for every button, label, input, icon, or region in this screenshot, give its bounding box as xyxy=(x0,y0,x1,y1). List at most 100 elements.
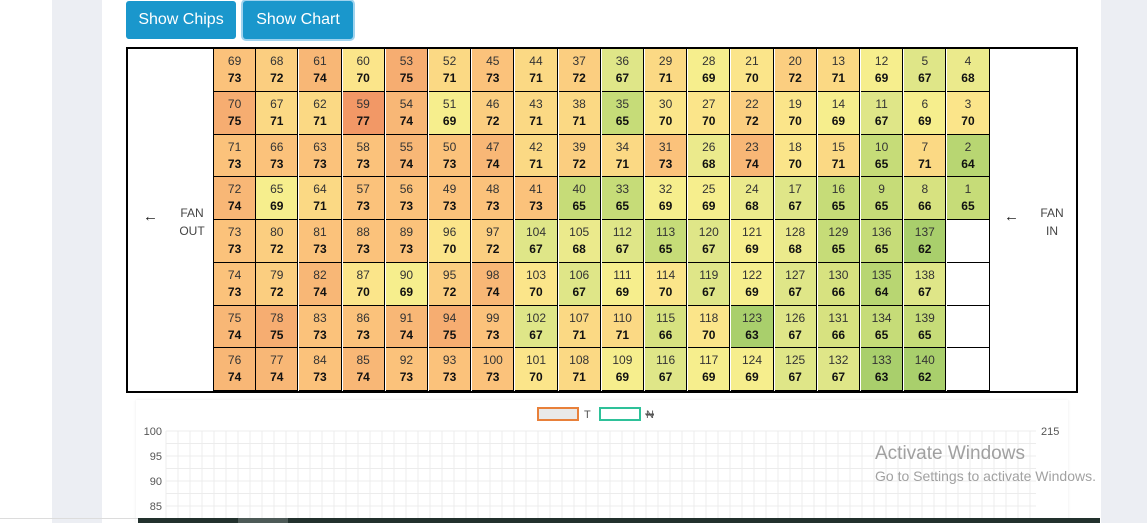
chip-cell[interactable]: 18 70 xyxy=(774,134,817,178)
chip-cell[interactable]: 30 70 xyxy=(645,91,688,135)
chip-cell[interactable]: 115 66 xyxy=(645,305,688,349)
chip-cell[interactable]: 116 67 xyxy=(645,348,688,391)
legend-item-t[interactable]: T xyxy=(537,407,591,421)
chip-cell[interactable]: 34 71 xyxy=(601,134,644,178)
taskbar-item[interactable] xyxy=(238,518,288,523)
chip-cell[interactable]: 39 72 xyxy=(558,134,601,178)
chip-cell[interactable]: 3 70 xyxy=(947,91,990,135)
chip-cell[interactable]: 134 65 xyxy=(861,305,904,349)
chip-cell[interactable]: 97 72 xyxy=(472,220,515,263)
chip-cell[interactable]: 47 74 xyxy=(472,134,515,178)
chip-cell[interactable]: 133 63 xyxy=(861,348,904,391)
chip-cell[interactable]: 113 65 xyxy=(645,220,688,263)
chip-cell[interactable]: 74 73 xyxy=(213,262,257,306)
chip-cell[interactable]: 46 72 xyxy=(472,91,515,135)
chip-cell[interactable]: 17 67 xyxy=(774,177,817,220)
chip-cell[interactable]: 67 71 xyxy=(256,91,299,135)
chip-cell[interactable]: 31 73 xyxy=(645,134,688,178)
chip-cell[interactable]: 112 67 xyxy=(601,220,644,263)
chip-cell[interactable]: 82 74 xyxy=(299,262,342,306)
chip-cell[interactable]: 118 70 xyxy=(688,305,731,349)
chip-cell[interactable]: 11 67 xyxy=(861,91,904,135)
chip-cell[interactable]: 24 68 xyxy=(731,177,774,220)
chip-cell[interactable]: 15 71 xyxy=(817,134,860,178)
chip-cell[interactable]: 104 67 xyxy=(515,220,558,263)
chip-cell[interactable]: 28 69 xyxy=(688,49,731,92)
chip-cell[interactable]: 73 73 xyxy=(213,220,257,263)
chip-cell[interactable]: 132 67 xyxy=(817,348,860,391)
chip-cell[interactable]: 68 72 xyxy=(256,49,299,92)
chip-cell[interactable]: 98 74 xyxy=(472,262,515,306)
chip-cell[interactable]: 125 67 xyxy=(774,348,817,391)
chip-cell[interactable]: 101 70 xyxy=(515,348,558,391)
chip-cell[interactable]: 100 73 xyxy=(472,348,515,391)
chip-cell[interactable]: 29 71 xyxy=(645,49,688,92)
chip-cell[interactable]: 139 65 xyxy=(904,305,947,349)
chip-cell[interactable]: 13 71 xyxy=(817,49,860,92)
chip-cell[interactable]: 27 70 xyxy=(688,91,731,135)
chip-cell[interactable]: 43 71 xyxy=(515,91,558,135)
chip-cell[interactable]: 90 69 xyxy=(385,262,428,306)
chip-cell[interactable]: 107 71 xyxy=(558,305,601,349)
chip-cell[interactable]: 21 70 xyxy=(731,49,774,92)
chip-cell[interactable]: 63 73 xyxy=(299,134,342,178)
chip-cell[interactable]: 81 73 xyxy=(299,220,342,263)
chip-cell[interactable]: 111 69 xyxy=(601,262,644,306)
chip-cell[interactable]: 120 67 xyxy=(688,220,731,263)
chip-cell[interactable]: 124 69 xyxy=(731,348,774,391)
chip-cell[interactable]: 128 68 xyxy=(774,220,817,263)
chip-cell[interactable]: 26 68 xyxy=(688,134,731,178)
chip-cell[interactable]: 35 65 xyxy=(601,91,644,135)
chip-cell[interactable]: 61 74 xyxy=(299,49,342,92)
chip-cell[interactable]: 51 69 xyxy=(429,91,472,135)
legend-item-n[interactable]: N xyxy=(599,407,654,421)
chip-cell[interactable]: 48 73 xyxy=(472,177,515,220)
chip-cell[interactable]: 5 67 xyxy=(904,49,947,92)
chip-cell[interactable]: 7 71 xyxy=(904,134,947,178)
chip-cell[interactable]: 78 75 xyxy=(256,305,299,349)
chip-cell[interactable]: 12 69 xyxy=(861,49,904,92)
chip-cell[interactable]: 62 71 xyxy=(299,91,342,135)
chip-cell[interactable]: 136 65 xyxy=(861,220,904,263)
chip-cell[interactable]: 23 74 xyxy=(731,134,774,178)
chip-cell[interactable]: 14 69 xyxy=(817,91,860,135)
chip-cell[interactable]: 94 75 xyxy=(429,305,472,349)
chip-cell[interactable]: 49 73 xyxy=(429,177,472,220)
chip-cell[interactable]: 1 65 xyxy=(947,177,990,220)
chip-cell[interactable]: 109 69 xyxy=(601,348,644,391)
chip-cell[interactable]: 99 73 xyxy=(472,305,515,349)
chip-cell[interactable]: 129 65 xyxy=(817,220,860,263)
chip-cell[interactable]: 55 74 xyxy=(385,134,428,178)
chip-cell[interactable]: 6 69 xyxy=(904,91,947,135)
chip-cell[interactable]: 65 69 xyxy=(256,177,299,220)
chip-cell[interactable]: 117 69 xyxy=(688,348,731,391)
chip-cell[interactable]: 86 73 xyxy=(342,305,385,349)
chip-cell[interactable]: 42 71 xyxy=(515,134,558,178)
chip-cell[interactable]: 105 68 xyxy=(558,220,601,263)
chip-cell[interactable]: 60 70 xyxy=(342,49,385,92)
chip-cell[interactable]: 36 67 xyxy=(601,49,644,92)
chip-cell[interactable]: 137 62 xyxy=(904,220,947,263)
chip-cell[interactable]: 64 71 xyxy=(299,177,342,220)
chip-cell[interactable]: 127 67 xyxy=(774,262,817,306)
chip-cell[interactable]: 57 73 xyxy=(342,177,385,220)
chip-cell[interactable]: 121 69 xyxy=(731,220,774,263)
chip-cell[interactable]: 50 73 xyxy=(429,134,472,178)
chip-cell[interactable]: 102 67 xyxy=(515,305,558,349)
chip-cell[interactable]: 69 73 xyxy=(213,49,257,92)
chip-cell[interactable]: 44 71 xyxy=(515,49,558,92)
chip-cell[interactable]: 38 71 xyxy=(558,91,601,135)
chip-cell[interactable]: 19 70 xyxy=(774,91,817,135)
chip-cell[interactable]: 70 75 xyxy=(213,91,257,135)
chip-cell[interactable]: 16 65 xyxy=(817,177,860,220)
chip-cell[interactable]: 37 72 xyxy=(558,49,601,92)
chip-cell[interactable]: 80 72 xyxy=(256,220,299,263)
chip-cell[interactable]: 79 72 xyxy=(256,262,299,306)
chip-cell[interactable]: 93 73 xyxy=(429,348,472,391)
chip-cell[interactable]: 119 67 xyxy=(688,262,731,306)
chip-cell[interactable]: 45 73 xyxy=(472,49,515,92)
chip-cell[interactable]: 123 63 xyxy=(731,305,774,349)
chip-cell[interactable]: 135 64 xyxy=(861,262,904,306)
chip-cell[interactable]: 110 71 xyxy=(601,305,644,349)
chip-cell[interactable]: 52 71 xyxy=(429,49,472,92)
